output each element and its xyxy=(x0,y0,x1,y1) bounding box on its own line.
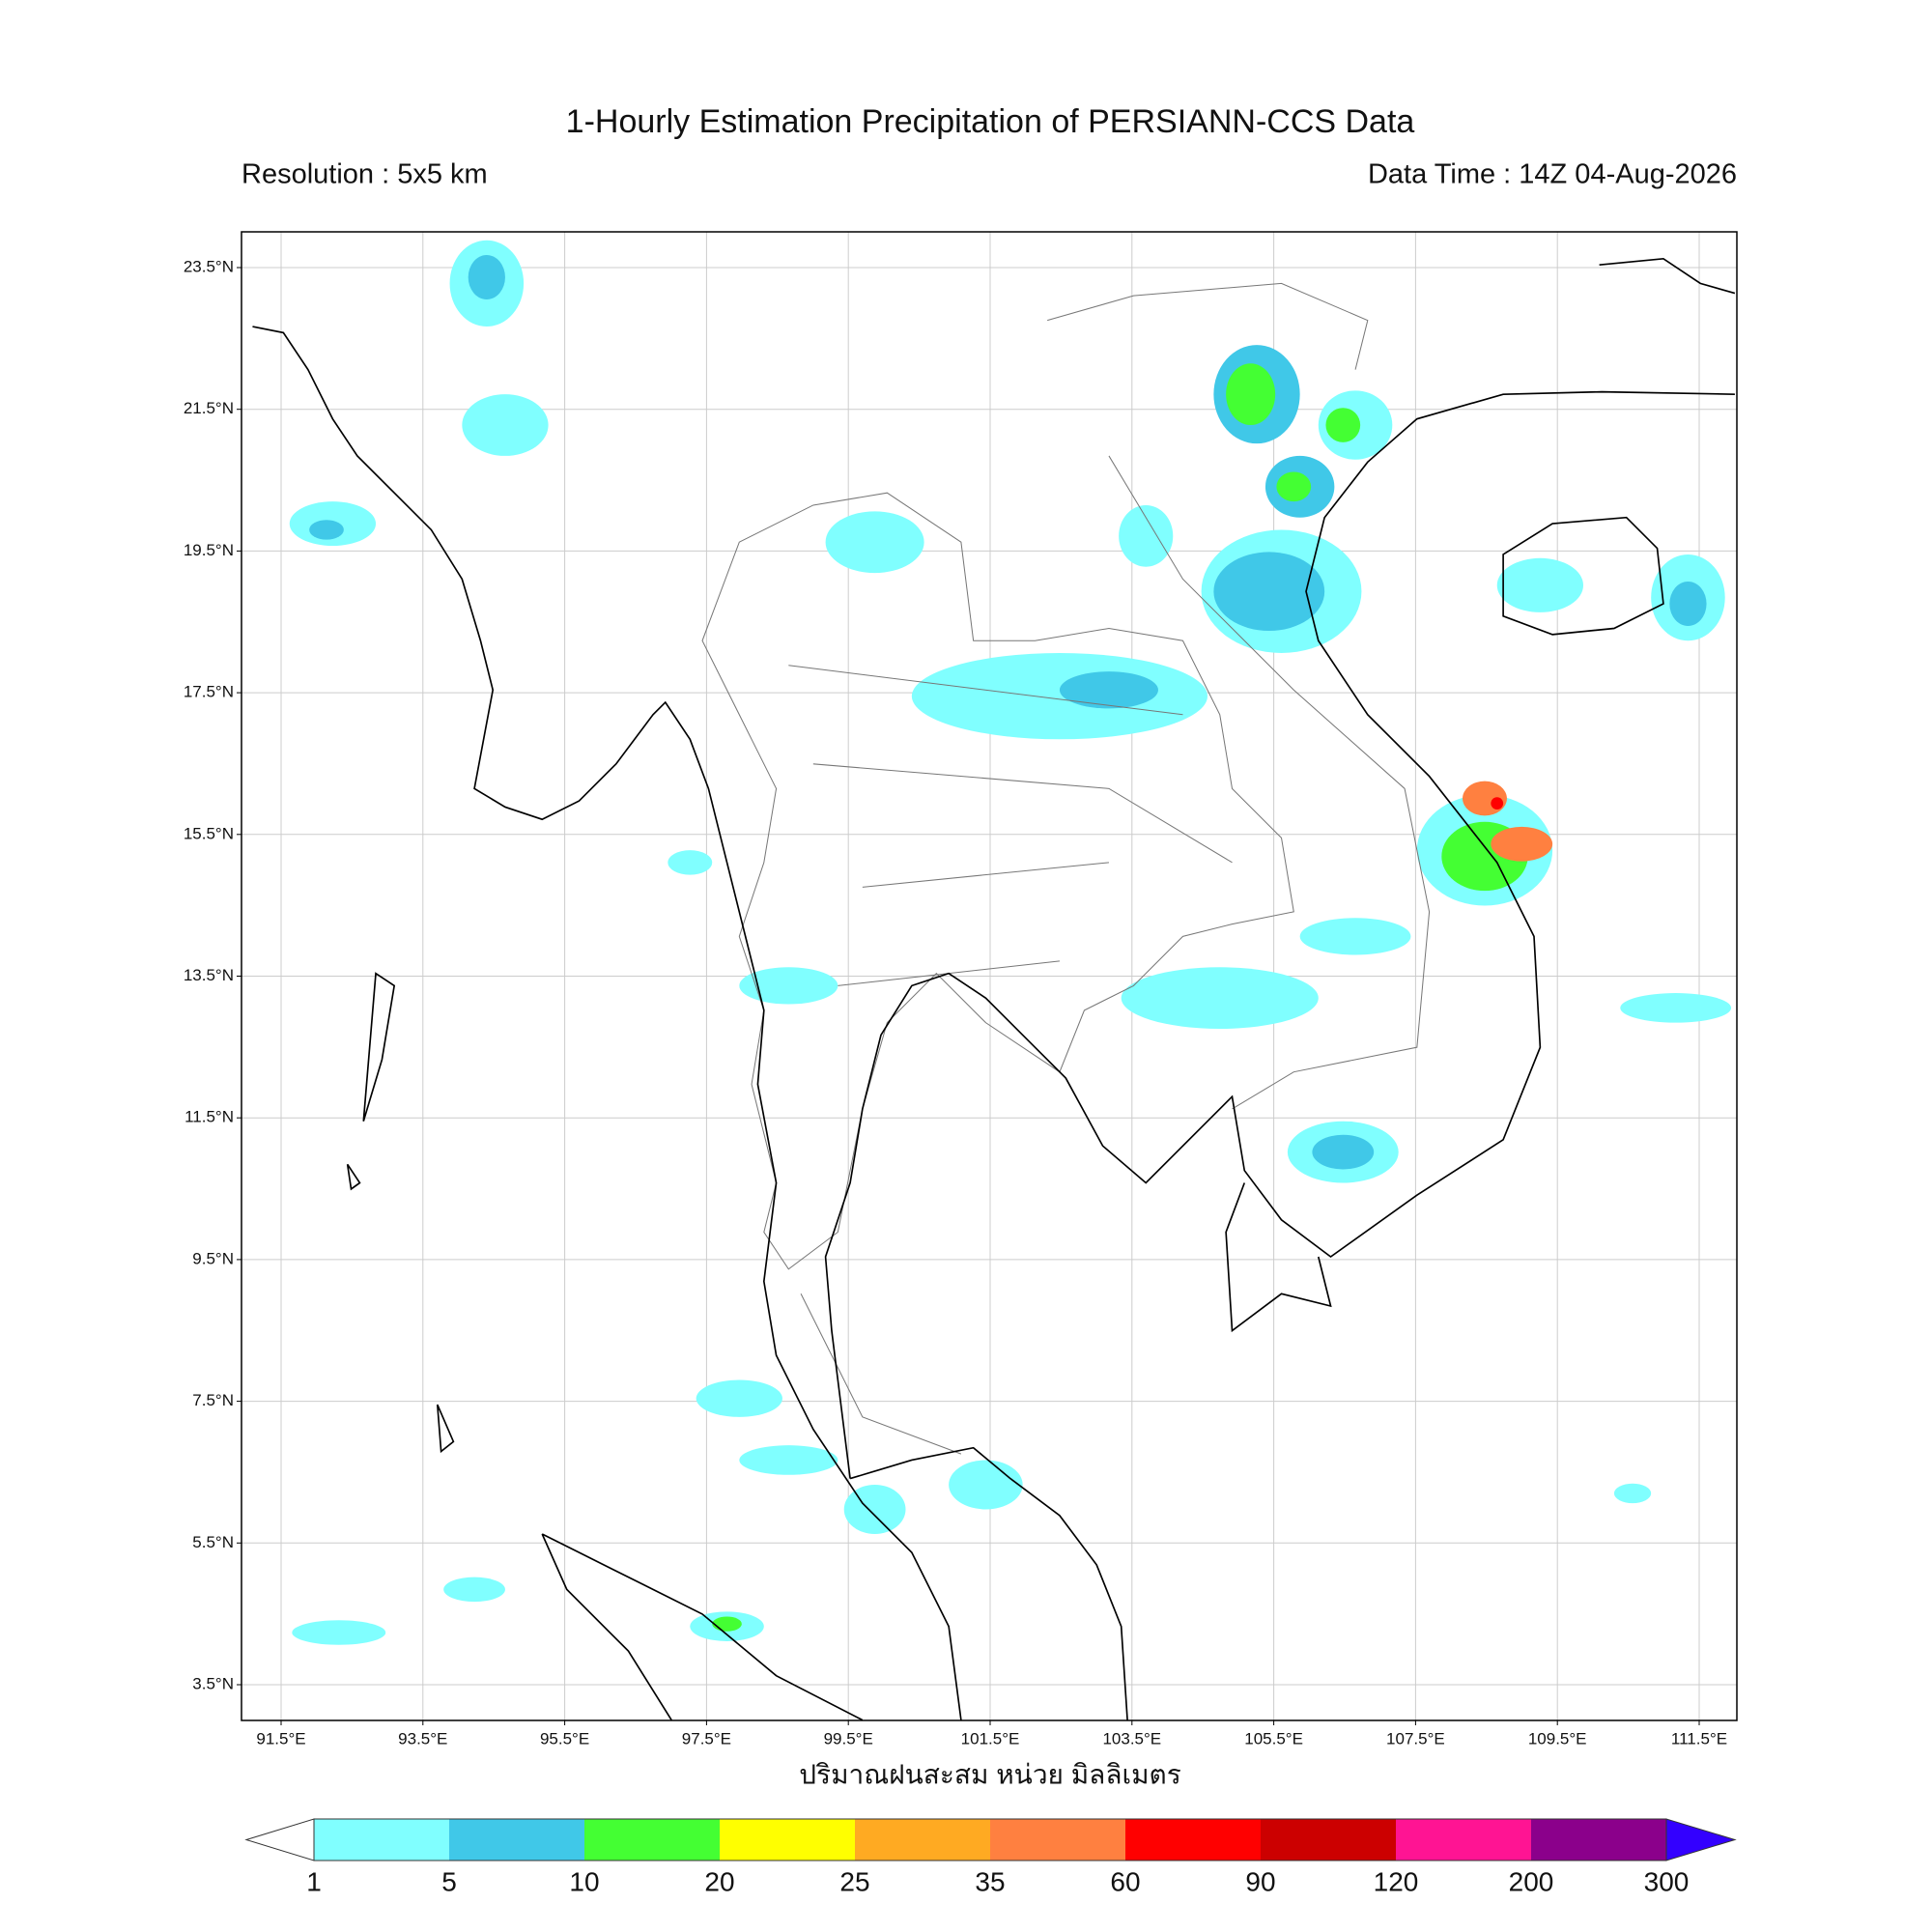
rain-area xyxy=(468,255,505,299)
colorbar-label: 300 xyxy=(1644,1866,1690,1896)
axis-label: ปริมาณฝนสะสม หน่วย มิลลิเมตร xyxy=(799,1759,1181,1789)
rain-area xyxy=(739,967,838,1005)
lon-label: 99.5°E xyxy=(824,1729,873,1747)
grid xyxy=(242,232,1737,1720)
lon-label: 93.5°E xyxy=(398,1729,447,1747)
rain-area xyxy=(1669,582,1707,626)
rain-area xyxy=(911,653,1208,740)
resolution: Resolution : 5x5 km xyxy=(242,159,488,190)
lat-label: 21.5°N xyxy=(184,399,234,417)
rain-area xyxy=(1325,408,1361,442)
colorbar-segment xyxy=(314,1819,449,1861)
map-layer xyxy=(252,240,1736,1721)
rain-area xyxy=(1059,671,1158,709)
province-border xyxy=(788,665,1233,1455)
lat-label: 13.5°N xyxy=(184,966,234,984)
rain-area xyxy=(1121,967,1319,1030)
colorbar-label: 35 xyxy=(975,1866,1005,1896)
lat-label: 23.5°N xyxy=(184,257,234,275)
colorbar-label: 90 xyxy=(1245,1866,1275,1896)
lon-label: 105.5°E xyxy=(1244,1729,1303,1747)
rain-area xyxy=(1620,993,1732,1023)
lon-label: 103.5°E xyxy=(1102,1729,1161,1747)
lon-label: 101.5°E xyxy=(961,1729,1020,1747)
colorbar-segment xyxy=(1531,1819,1666,1861)
rain-area xyxy=(1119,504,1174,567)
rain-area xyxy=(949,1460,1023,1510)
colorbar-label: 25 xyxy=(839,1866,869,1896)
colorbar-label: 5 xyxy=(441,1866,457,1896)
colorbar-label: 20 xyxy=(704,1866,734,1896)
title: 1-Hourly Estimation Precipitation of PER… xyxy=(566,103,1415,140)
colorbar-segment xyxy=(855,1819,990,1861)
lon-label: 97.5°E xyxy=(682,1729,731,1747)
tick-labels: 23.5°N 21.5°N 19.5°N 17.5°N 15.5°N 13.5°N 11.5… xyxy=(184,257,1727,1747)
island xyxy=(346,972,455,1454)
coastline xyxy=(252,258,1736,1721)
colorbar-segment xyxy=(720,1819,855,1861)
colorbar-label: 10 xyxy=(569,1866,599,1896)
rain-area xyxy=(1213,552,1325,632)
lon-label: 107.5°E xyxy=(1386,1729,1445,1747)
colorbar-label: 1 xyxy=(306,1866,322,1896)
colorbar-label: 200 xyxy=(1509,1866,1554,1896)
rain-area xyxy=(843,1484,906,1534)
colorbar-segment xyxy=(1261,1819,1396,1861)
lon-label: 91.5°E xyxy=(256,1729,305,1747)
lon-label: 95.5°E xyxy=(540,1729,589,1747)
lat-label: 5.5°N xyxy=(192,1533,234,1551)
data-time: Data Time : 14Z 04-Aug-2026 xyxy=(1368,159,1737,190)
rain-area xyxy=(309,520,344,540)
lat-label: 7.5°N xyxy=(192,1391,234,1409)
lat-label: 9.5°N xyxy=(192,1249,234,1267)
rain-area xyxy=(1613,1483,1652,1504)
island xyxy=(1502,516,1664,636)
coast xyxy=(1225,1182,1332,1333)
colorbar-segment xyxy=(449,1819,584,1861)
rain-area xyxy=(1226,363,1276,426)
country-border xyxy=(1047,282,1431,1110)
rain-area xyxy=(462,394,549,456)
coast xyxy=(252,326,962,1720)
precipitation xyxy=(289,240,1732,1645)
coast xyxy=(824,390,1735,1479)
colorbar-label: 60 xyxy=(1110,1866,1140,1896)
lat-label: 15.5°N xyxy=(184,824,234,842)
rain-area xyxy=(292,1620,386,1645)
rain-area xyxy=(825,511,924,574)
rain-area xyxy=(1276,471,1312,502)
rain-area xyxy=(1491,797,1504,810)
coast xyxy=(1599,258,1736,295)
rain-area xyxy=(712,1616,742,1632)
lat-label: 3.5°N xyxy=(192,1674,234,1692)
colorbar: 1 5 10 20 25 35 60 90 120 200 300 xyxy=(244,1818,1737,1896)
lon-label: 109.5°E xyxy=(1528,1729,1587,1747)
coast xyxy=(849,1446,1128,1720)
rain-area xyxy=(1299,918,1411,955)
rain-area xyxy=(1312,1134,1375,1170)
colorbar-outline xyxy=(313,1818,1667,1861)
colorbar-segment xyxy=(584,1819,720,1861)
rain-area xyxy=(1491,826,1553,862)
lat-label: 17.5°N xyxy=(184,683,234,701)
colorbar-segment xyxy=(1125,1819,1261,1861)
rain-area xyxy=(668,850,713,875)
lat-label: 11.5°N xyxy=(185,1108,234,1126)
rain-area xyxy=(443,1577,505,1603)
colorbar-segment xyxy=(1396,1819,1531,1861)
rain-area xyxy=(739,1445,838,1475)
colorbar-label: 120 xyxy=(1374,1866,1419,1896)
colorbar-segment xyxy=(990,1819,1125,1861)
lon-label: 111.5°E xyxy=(1671,1729,1727,1747)
lat-label: 19.5°N xyxy=(184,541,234,559)
rain-area xyxy=(696,1379,782,1417)
rain-area xyxy=(1496,557,1584,612)
coast xyxy=(541,1533,864,1721)
